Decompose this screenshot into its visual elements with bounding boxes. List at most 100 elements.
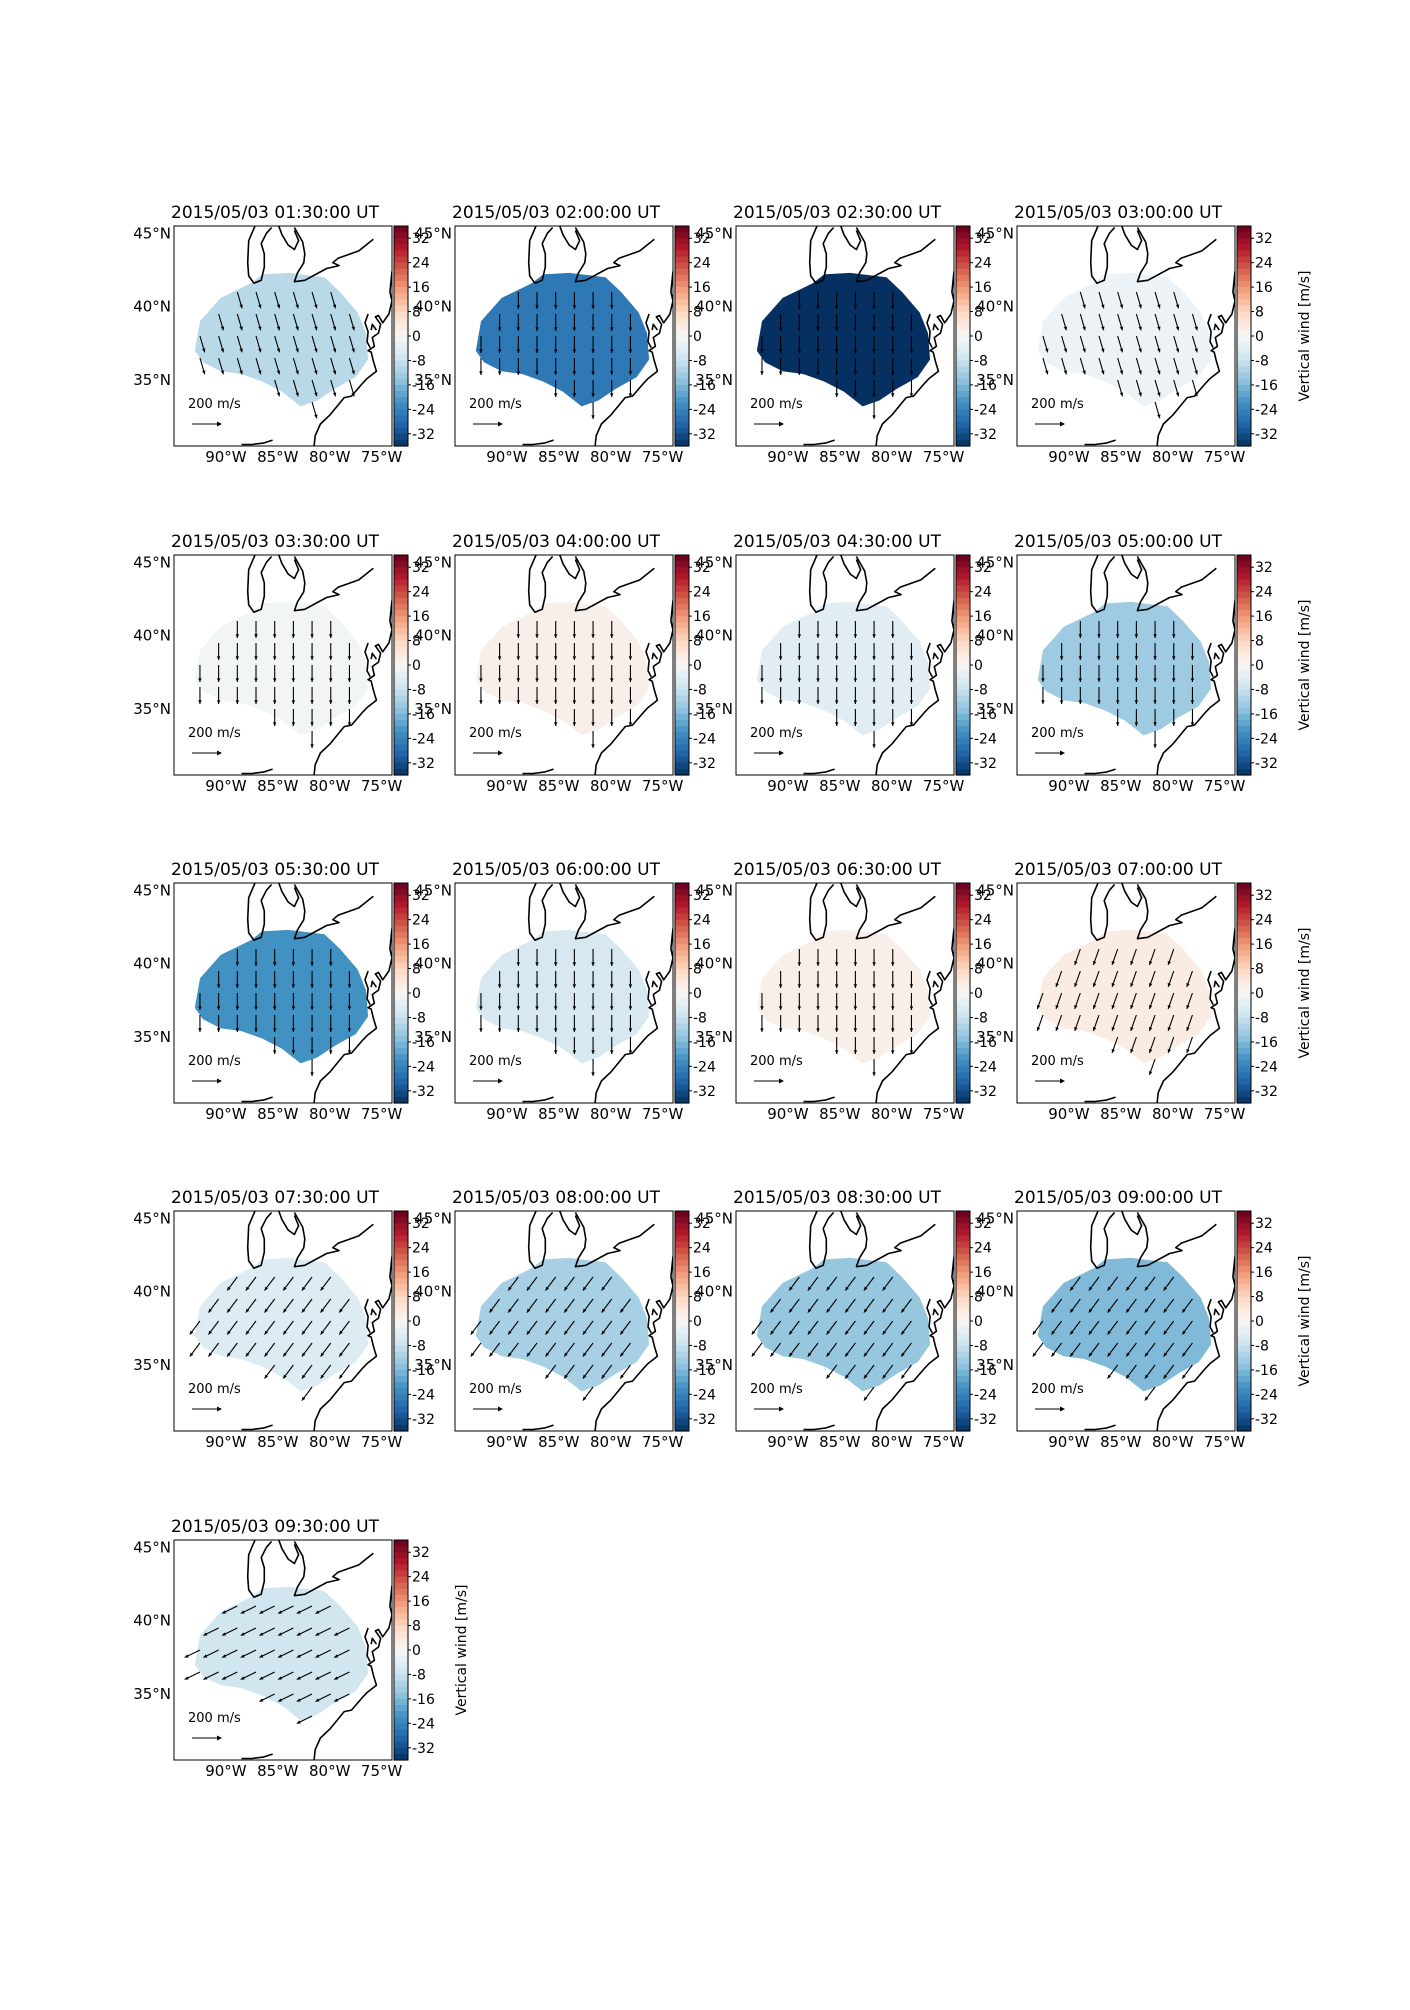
colorbar: 32 24 16 8 0 -8 -16 -24 -32 xyxy=(393,554,435,776)
wind-arrow xyxy=(891,1037,895,1054)
wind-arrow xyxy=(516,993,521,1010)
wind-arrow xyxy=(311,335,318,353)
wind-arrow xyxy=(778,665,783,682)
wind-arrow xyxy=(553,358,558,375)
wind-arrow xyxy=(1144,1276,1156,1291)
wind-arrow xyxy=(891,336,895,353)
wind-arrow xyxy=(1154,357,1161,375)
wind-arrow xyxy=(816,665,820,682)
lon-tick-label: 75°W xyxy=(923,1105,965,1123)
coastline xyxy=(559,555,581,580)
colorbar-tick-label: -16 xyxy=(1255,1363,1278,1379)
colorbar-tick-label: 0 xyxy=(412,986,421,1002)
coastline xyxy=(1207,642,1214,678)
lon-tick-label: 85°W xyxy=(257,1105,299,1123)
lat-tick-label: 35°N xyxy=(976,1356,1014,1374)
wind-arrow xyxy=(329,709,333,726)
lon-tick-label: 80°W xyxy=(871,777,913,795)
arrow-key-label: 200 m/s xyxy=(469,397,522,412)
colorbar-tick-label: 0 xyxy=(693,986,702,1002)
colorbar-tick-label: 8 xyxy=(1255,634,1264,650)
wind-arrow xyxy=(516,1015,521,1032)
wind-arrow xyxy=(296,1693,313,1702)
wind-arrow xyxy=(507,1320,519,1335)
coastline xyxy=(1213,323,1221,331)
panel-title: 2015/05/03 06:30:00 UT xyxy=(733,860,942,880)
coastline xyxy=(1213,980,1221,988)
coastline xyxy=(241,1753,273,1760)
wind-arrow xyxy=(199,357,206,375)
wind-arrow xyxy=(797,621,802,638)
wind-arrow xyxy=(292,291,299,309)
colorbar-tick-label: 24 xyxy=(1255,913,1273,929)
coastline xyxy=(875,600,954,775)
colorbar-label: Vertical wind [m/s] xyxy=(1297,928,1313,1059)
wind-arrow xyxy=(591,314,595,331)
wind-arrow xyxy=(1078,621,1083,638)
wind-arrow xyxy=(872,1037,876,1054)
wind-arrow xyxy=(198,993,202,1010)
wind-arrow xyxy=(526,1320,538,1335)
wind-arrow xyxy=(1167,1036,1175,1054)
wind-arrow xyxy=(553,314,558,331)
lon-tick-label: 75°W xyxy=(1204,448,1246,466)
wind-arrow xyxy=(553,709,558,726)
wind-arrow xyxy=(909,1037,914,1054)
colorbar-tick-label: -8 xyxy=(693,682,707,698)
wind-arrow xyxy=(863,1364,875,1379)
panel-title: 2015/05/03 08:30:00 UT xyxy=(733,1188,942,1208)
wind-arrow xyxy=(1167,1014,1175,1032)
lon-tick-label: 75°W xyxy=(642,777,684,795)
wind-arrow xyxy=(816,314,820,331)
wind-arrow xyxy=(216,971,221,988)
coastline xyxy=(370,1637,378,1645)
wind-arrow xyxy=(310,709,314,726)
wind-arrow xyxy=(582,1298,594,1313)
lon-tick-label: 75°W xyxy=(1204,777,1246,795)
colorbar-tick-label: 32 xyxy=(1255,560,1273,576)
coastline xyxy=(313,1585,392,1760)
wind-arrow xyxy=(333,1627,350,1636)
colorbar-tick-label: 8 xyxy=(1255,962,1264,978)
wind-arrow xyxy=(751,1320,763,1335)
lon-tick-label: 90°W xyxy=(1048,448,1090,466)
wind-arrow xyxy=(255,357,262,375)
coastline xyxy=(313,928,392,1103)
wind-arrow xyxy=(274,357,281,375)
wind-arrow xyxy=(1098,335,1105,353)
wind-arrow xyxy=(816,993,820,1010)
colorbar-tick-label: 16 xyxy=(693,609,711,625)
wind-arrow xyxy=(1078,643,1083,660)
colorbar-tick-label: -32 xyxy=(412,756,435,772)
wind-arrow xyxy=(1107,1298,1119,1313)
colorbar-tick-label: -16 xyxy=(1255,1035,1278,1051)
wind-arrow xyxy=(259,1649,275,1658)
colorbar-tick-label: -24 xyxy=(412,731,435,747)
wind-arrow xyxy=(272,993,277,1010)
colorbar-tick-label: -16 xyxy=(974,1035,997,1051)
axes-frame xyxy=(1016,225,1236,447)
vertical-wind-field xyxy=(756,601,931,736)
wind-arrow xyxy=(315,1693,331,1702)
coastline xyxy=(246,1211,273,1269)
colorbar-tick-label: 8 xyxy=(412,962,421,978)
colorbar-tick-label: -8 xyxy=(974,353,988,369)
colorbar-tick-label: 16 xyxy=(974,609,992,625)
coastline xyxy=(241,768,273,775)
lat-tick-label: 40°N xyxy=(133,1283,171,1301)
wind-arrow xyxy=(320,1320,332,1335)
wind-arrow xyxy=(882,1364,894,1379)
wind-arrow xyxy=(507,1298,519,1313)
wind-arrow xyxy=(1144,1320,1156,1335)
wind-arrow xyxy=(1167,970,1175,988)
coastline xyxy=(840,1211,862,1236)
wind-arrow xyxy=(872,643,876,660)
lat-tick-label: 35°N xyxy=(414,371,452,389)
panel-title: 2015/05/03 07:30:00 UT xyxy=(171,1188,380,1208)
coastline xyxy=(1089,226,1116,284)
vertical-wind-field xyxy=(194,272,369,407)
colorbar-tick-label: -16 xyxy=(693,1363,716,1379)
lat-tick-label: 35°N xyxy=(133,1028,171,1046)
coastline xyxy=(594,1256,673,1431)
axes-frame xyxy=(735,882,955,1104)
